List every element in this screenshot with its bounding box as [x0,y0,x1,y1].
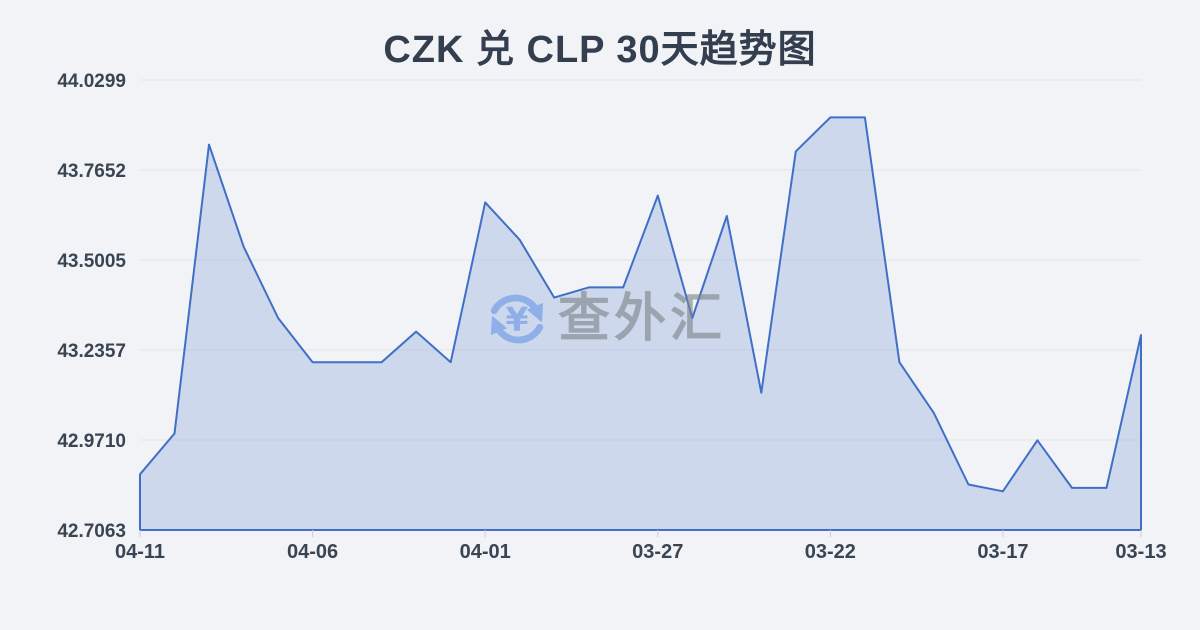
y-axis-label: 42.7063 [57,521,126,542]
x-axis-label: 04-01 [460,541,511,563]
x-axis-label: 04-06 [287,541,338,563]
series-area [139,116,1142,531]
chart-title: CZK 兑 CLP 30天趋势图 [383,29,817,71]
x-axis-label: 03-13 [1115,541,1166,563]
x-axis-label: 03-22 [805,541,856,563]
y-axis-label: 44.0299 [57,71,126,92]
y-axis-label: 43.5005 [57,251,126,272]
y-axis-label: 42.9710 [57,431,126,452]
x-axis-label: 04-11 [115,541,165,563]
x-axis-label: 03-17 [977,541,1028,563]
y-axis-label: 43.2357 [57,341,126,362]
x-axis-label: 03-27 [632,541,683,563]
y-axis-label: 43.7652 [57,161,126,182]
